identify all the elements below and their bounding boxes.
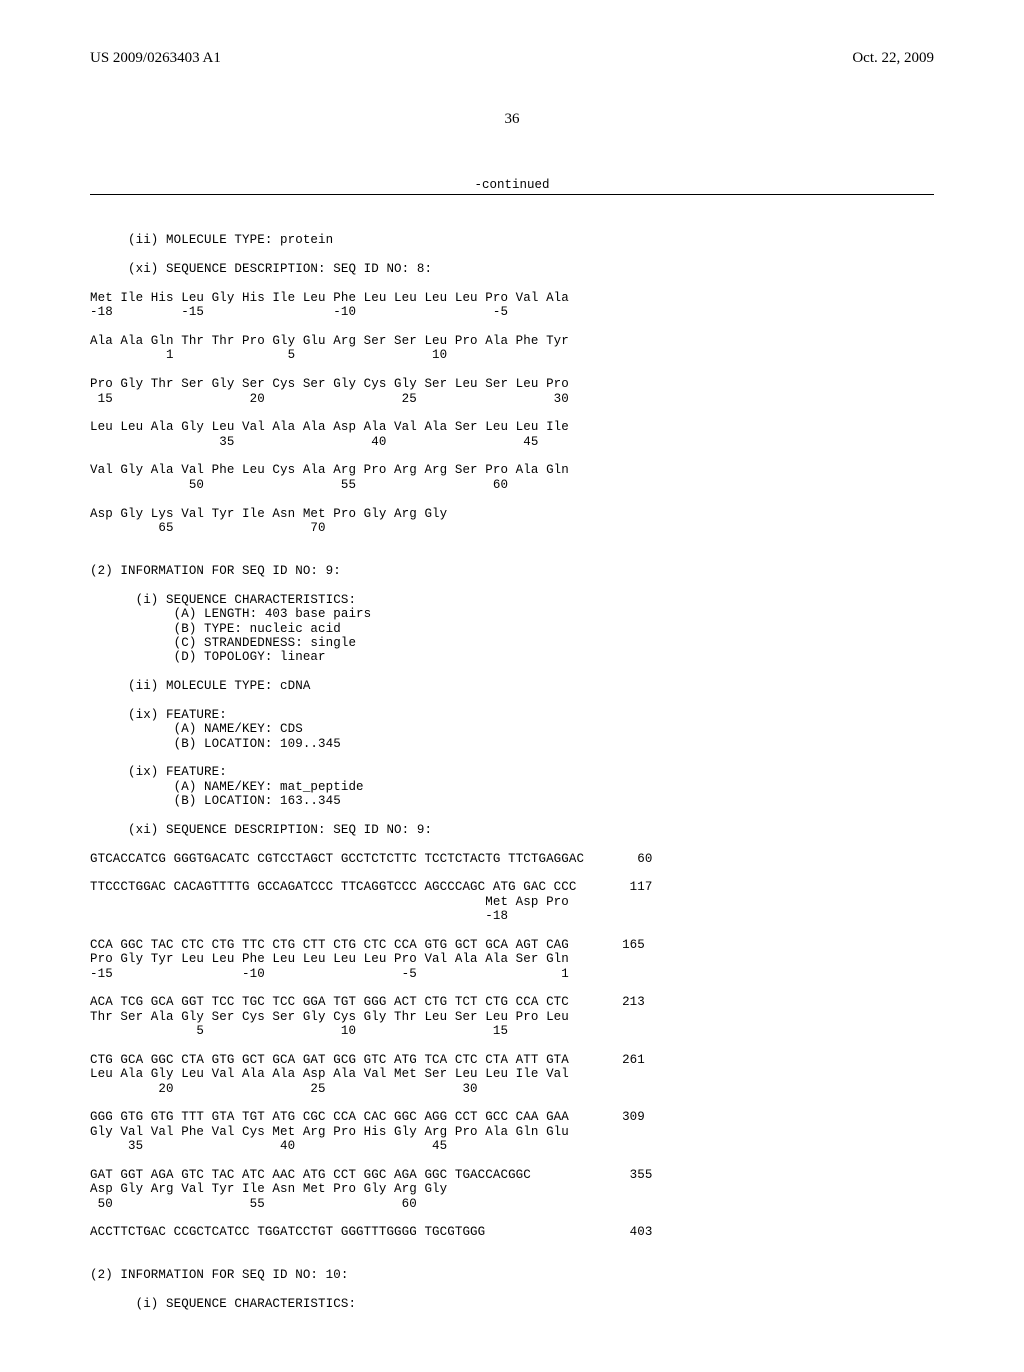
continued-label: -continued xyxy=(90,178,934,192)
page-container: US 2009/0263403 A1 Oct. 22, 2009 36 -con… xyxy=(0,0,1024,1372)
page-number: 36 xyxy=(90,111,934,128)
publication-date: Oct. 22, 2009 xyxy=(852,50,934,67)
sequence-listing: (ii) MOLECULE TYPE: protein (xi) SEQUENC… xyxy=(90,219,934,1312)
top-rule xyxy=(90,194,934,195)
page-header: US 2009/0263403 A1 Oct. 22, 2009 xyxy=(90,50,934,67)
publication-number: US 2009/0263403 A1 xyxy=(90,50,221,67)
